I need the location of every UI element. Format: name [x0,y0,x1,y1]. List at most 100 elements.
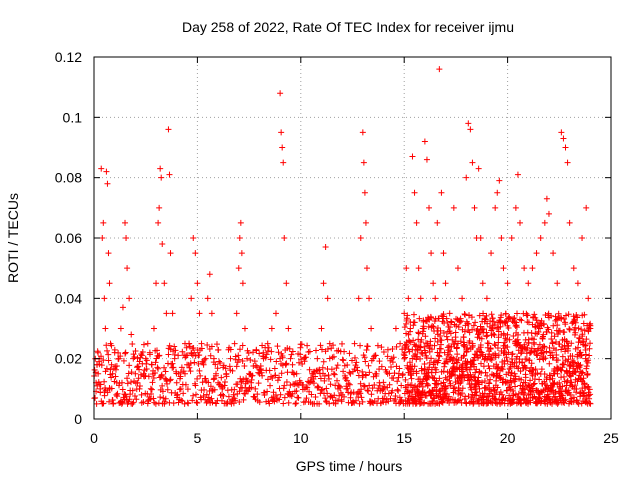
data-point [437,333,444,340]
data-point [517,219,524,226]
data-point [508,235,515,241]
data-point [476,312,483,319]
data-point [223,370,230,377]
data-point [533,250,540,257]
data-point [325,375,332,382]
data-point [577,362,584,369]
data-point [319,364,326,371]
data-point [145,373,152,380]
data-point [486,380,493,387]
data-point [329,354,336,361]
data-point [381,395,388,402]
data-point [339,356,346,363]
data-point [505,324,512,331]
data-point [525,280,532,287]
data-point [241,362,248,369]
data-point [512,376,519,383]
data-point [406,389,413,396]
data-point [481,377,488,384]
data-point [468,386,475,393]
data-point [164,380,171,387]
data-point [163,310,170,317]
data-point [587,400,594,407]
data-point [119,399,126,406]
data-point [540,320,547,327]
data-point [243,387,250,394]
data-point [177,369,184,376]
data-point [136,385,143,392]
data-point [581,390,588,397]
data-point [572,382,579,389]
data-point [469,159,476,166]
data-point [182,381,189,388]
data-point [130,399,137,406]
data-point [572,329,579,336]
data-point [340,357,347,364]
data-point [157,165,164,172]
data-point [308,391,315,398]
data-point [477,344,484,351]
data-point [549,383,556,390]
data-point [361,383,368,390]
data-point [105,351,112,358]
data-point [293,387,300,394]
data-point [501,339,508,346]
data-point [456,319,463,326]
data-point [273,358,280,365]
data-point [507,384,514,391]
data-point [574,314,581,321]
data-point [239,358,246,365]
data-point [492,342,499,349]
data-point [380,348,387,355]
data-point [291,371,298,378]
data-point [386,381,393,388]
data-point [166,377,173,384]
data-point [190,345,197,352]
data-point [419,350,426,357]
data-point [139,349,146,356]
data-point [97,385,104,392]
data-point [133,396,140,403]
data-point [439,399,446,406]
data-point [113,379,120,386]
data-point [574,344,581,351]
data-point [483,295,490,302]
data-point [161,364,168,371]
data-point [343,377,350,384]
data-point [278,370,285,377]
data-point [150,395,157,402]
data-point [466,366,473,373]
data-point [562,396,569,403]
data-point [267,356,274,363]
data-point [357,342,364,349]
data-point [238,250,245,257]
data-point [220,392,227,399]
data-point [319,386,326,393]
data-point [419,325,426,332]
data-point [512,204,519,211]
data-point [277,391,284,398]
data-point [491,331,498,338]
data-point [306,379,313,386]
data-point [546,360,553,367]
data-point [244,355,251,362]
data-point [577,349,584,356]
data-point [376,358,383,365]
data-point [324,346,331,353]
data-point [435,357,442,364]
data-point [323,398,330,405]
data-point [148,391,155,397]
data-point [255,380,262,387]
data-point [412,382,419,389]
data-point [351,354,358,361]
data-point [364,387,371,394]
data-point [418,336,425,343]
data-point [487,345,494,352]
data-point [196,352,203,359]
data-point [516,356,523,363]
data-point [288,351,295,358]
data-point [162,368,169,375]
data-point [483,329,490,336]
data-point [480,310,487,317]
data-point [127,379,134,386]
